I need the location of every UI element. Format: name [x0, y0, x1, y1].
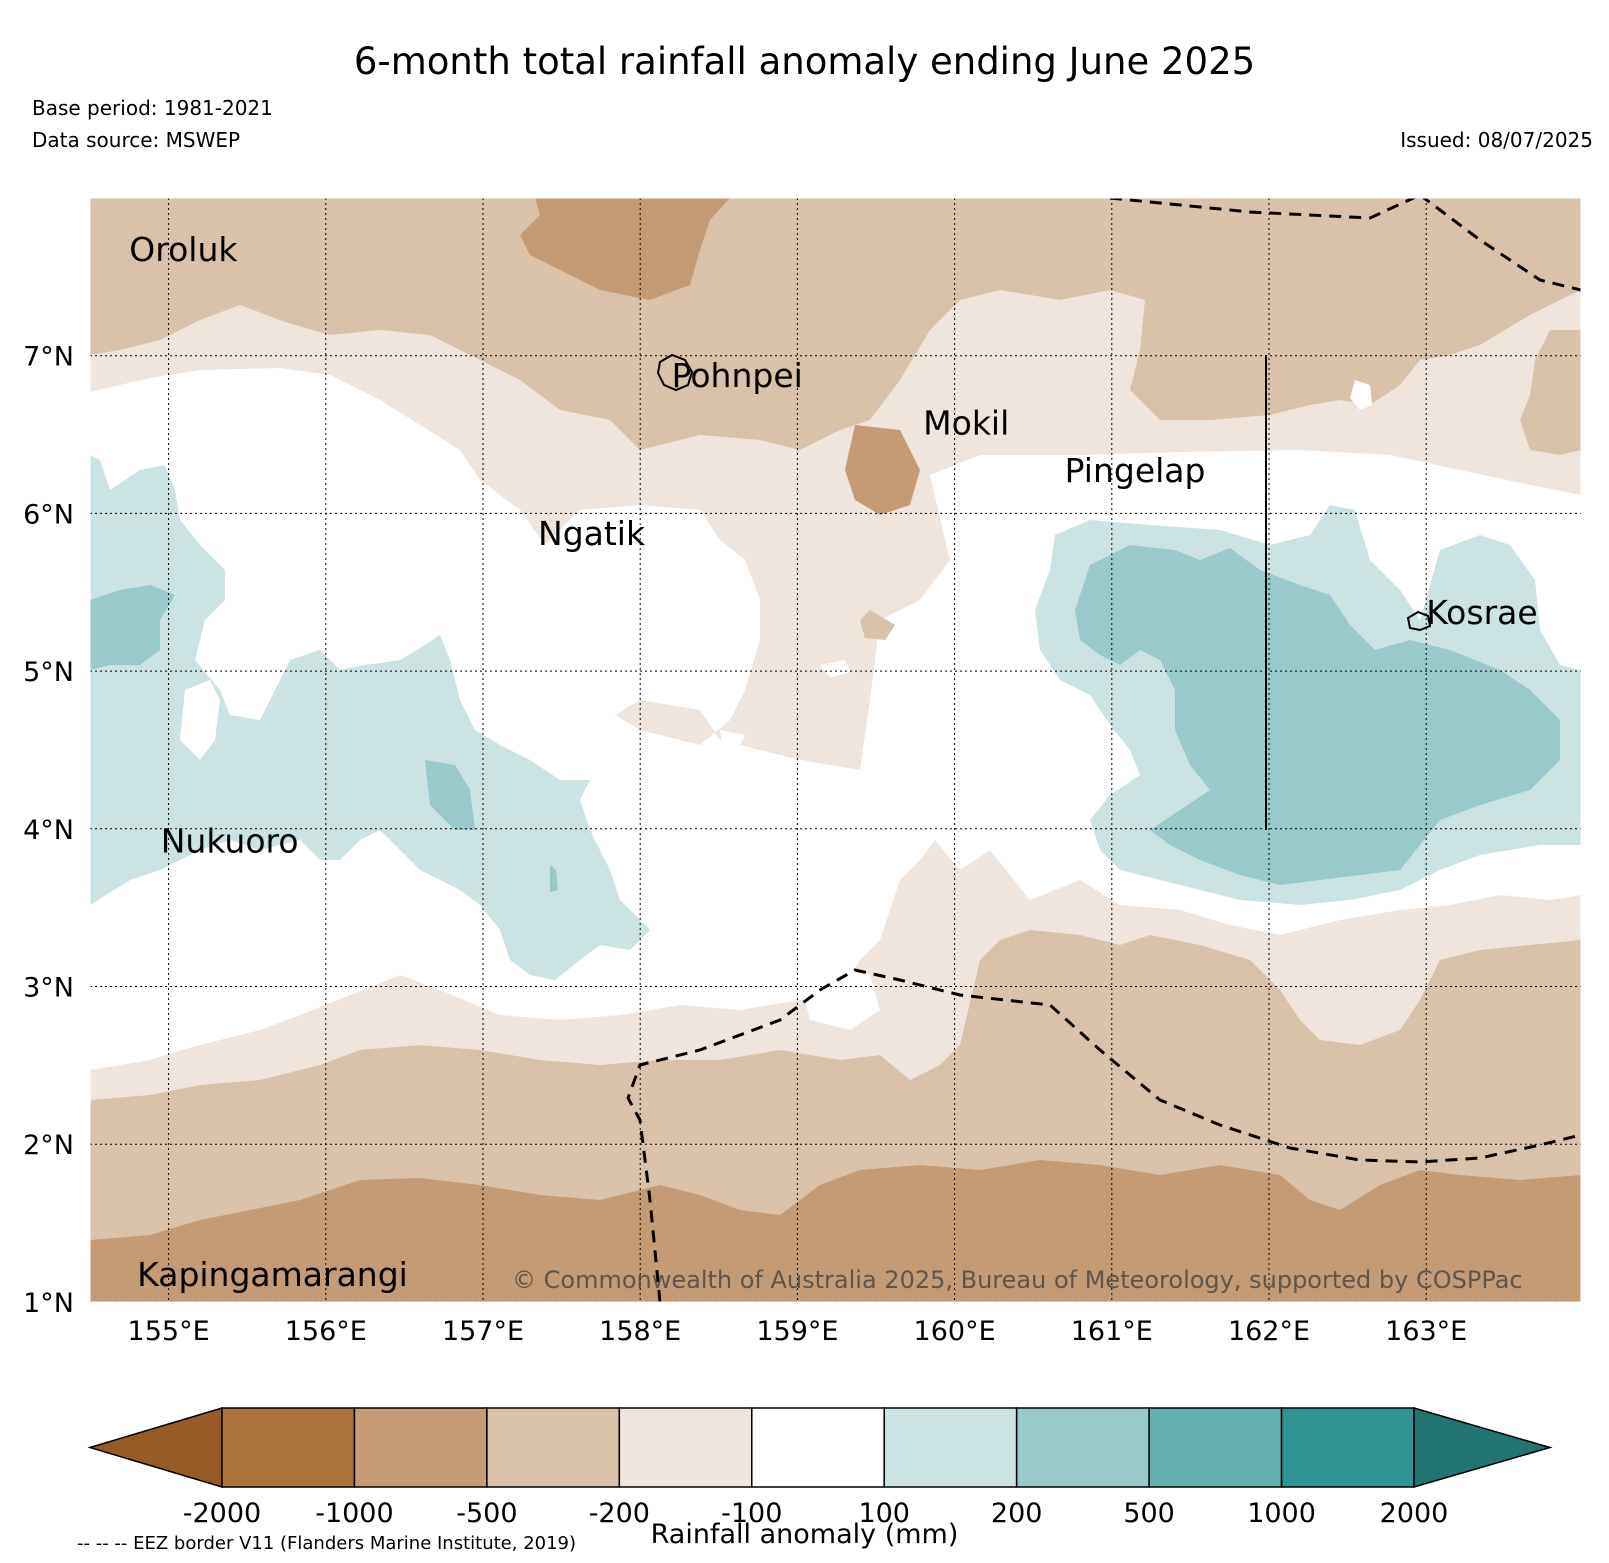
longitude-tick-label: 161°E	[1071, 1316, 1153, 1347]
colorbar-tick-label: -1000	[315, 1498, 393, 1529]
base-period-text: Base period: 1981-2021	[32, 96, 273, 120]
west-teal-patch	[90, 585, 175, 670]
latitude-tick-label: 1°N	[23, 1288, 74, 1319]
north-dark-tan-region	[520, 198, 730, 300]
east-teal-region	[1075, 545, 1560, 885]
colorbar-swatch	[1015, 1407, 1150, 1488]
small-teal-patch	[550, 865, 558, 892]
pohnpei-coastline	[656, 353, 694, 392]
colorbar-tick-label: -200	[589, 1498, 650, 1529]
longitude-labels: 155°E 156°E 157°E 158°E 159°E 160°E 161°E 162°E…	[128, 1316, 1468, 1347]
place-label-pohnpei: Pohnpei	[672, 356, 803, 395]
white-hole-3	[820, 660, 850, 678]
north-east-tan-patch	[1520, 330, 1581, 455]
colorbar-swatch	[883, 1407, 1018, 1488]
white-hole-5	[800, 965, 880, 1030]
longitude-tick-label: 155°E	[128, 1316, 210, 1347]
north-tan-region	[90, 198, 1581, 450]
colorbar: -2000 -1000 -500 -200 -100 100 200 500 1000 2000	[87, 1406, 1553, 1529]
colorbar-tick-label: 200	[991, 1498, 1043, 1529]
place-label-kapingamarangi: Kapingamarangi	[137, 1255, 408, 1294]
place-label-nukuoro: Nukuoro	[161, 821, 299, 860]
copyright-text: © Commonwealth of Australia 2025, Bureau…	[512, 1266, 1523, 1294]
place-label-pingelap: Pingelap	[1065, 451, 1206, 490]
south-dark-tan-region	[90, 1160, 1581, 1302]
latitude-tick-label: 6°N	[23, 499, 74, 530]
latitude-labels: 7°N 6°N 5°N 4°N 3°N 2°N 1°N	[23, 342, 74, 1319]
west-light-teal-region	[90, 455, 650, 980]
colorbar-swatch	[353, 1407, 488, 1488]
eez-border-northeast	[1421, 198, 1581, 292]
longitude-tick-label: 163°E	[1385, 1316, 1467, 1347]
colorbar-title: Rainfall anomaly (mm)	[650, 1519, 959, 1550]
latitude-tick-label: 3°N	[23, 973, 74, 1004]
latitude-tick-label: 5°N	[23, 657, 74, 688]
colorbar-low-extension	[87, 1406, 223, 1489]
mokil-tan-patch	[845, 425, 920, 515]
colorbar-tick-label: 1000	[1247, 1498, 1316, 1529]
colorbar-swatch	[1148, 1407, 1283, 1488]
latitude-tick-label: 4°N	[23, 815, 74, 846]
colorbar-swatch	[221, 1407, 356, 1488]
mid-teal-patch	[425, 760, 475, 830]
colorbar-high-extension	[1413, 1407, 1553, 1488]
colorbar-tick-label: 500	[1123, 1498, 1175, 1529]
colorbar-tick-label: -100	[721, 1498, 782, 1529]
longitude-tick-label: 157°E	[442, 1316, 524, 1347]
colorbar-swatch	[486, 1407, 621, 1488]
colorbar-tick-label: -2000	[183, 1498, 261, 1529]
longitude-tick-label: 159°E	[756, 1316, 838, 1347]
colorbar-swatch	[1280, 1407, 1415, 1488]
eez-borders	[626, 198, 1581, 1302]
map-title: 6-month total rainfall anomaly ending Ju…	[353, 40, 1256, 83]
colorbar-swatch	[751, 1407, 885, 1488]
data-source-text: Data source: MSWEP	[32, 128, 241, 152]
colorbar-swatch	[618, 1407, 753, 1488]
anomaly-field	[90, 198, 1581, 1302]
colorbar-tick-label: 100	[858, 1498, 910, 1529]
eez-border-north	[1109, 198, 1418, 220]
map-frame	[89, 197, 1582, 1303]
white-hole-1	[180, 680, 220, 760]
white-hole-4	[720, 730, 745, 745]
longitude-tick-label: 160°E	[914, 1316, 996, 1347]
latitude-tick-label: 2°N	[23, 1130, 74, 1161]
latitude-tick-label: 7°N	[23, 342, 74, 373]
colorbar-tick-label: 2000	[1380, 1498, 1449, 1529]
longitude-tick-label: 156°E	[285, 1316, 367, 1347]
small-tan-patch	[860, 610, 895, 640]
white-hole-2	[1350, 380, 1372, 410]
issued-date-text: Issued: 08/07/2025	[1400, 128, 1593, 152]
longitude-tick-label: 158°E	[599, 1316, 681, 1347]
colorbar-tick-label: -500	[456, 1498, 517, 1529]
place-label-kosrae: Kosrae	[1426, 593, 1537, 632]
place-label-mokil: Mokil	[923, 404, 1009, 443]
kosrae-coastline	[1406, 610, 1432, 632]
longitude-tick-label: 162°E	[1228, 1316, 1310, 1347]
eez-border-note: -- -- -- EEZ border V11 (Flanders Marine…	[77, 1533, 577, 1554]
eez-border-south	[626, 968, 1581, 1302]
place-label-ngatik: Ngatik	[538, 514, 646, 553]
place-labels: Oroluk Pohnpei Mokil Pingelap Ngatik Kosrae Nu…	[129, 230, 1537, 1294]
place-label-oroluk: Oroluk	[129, 230, 238, 269]
